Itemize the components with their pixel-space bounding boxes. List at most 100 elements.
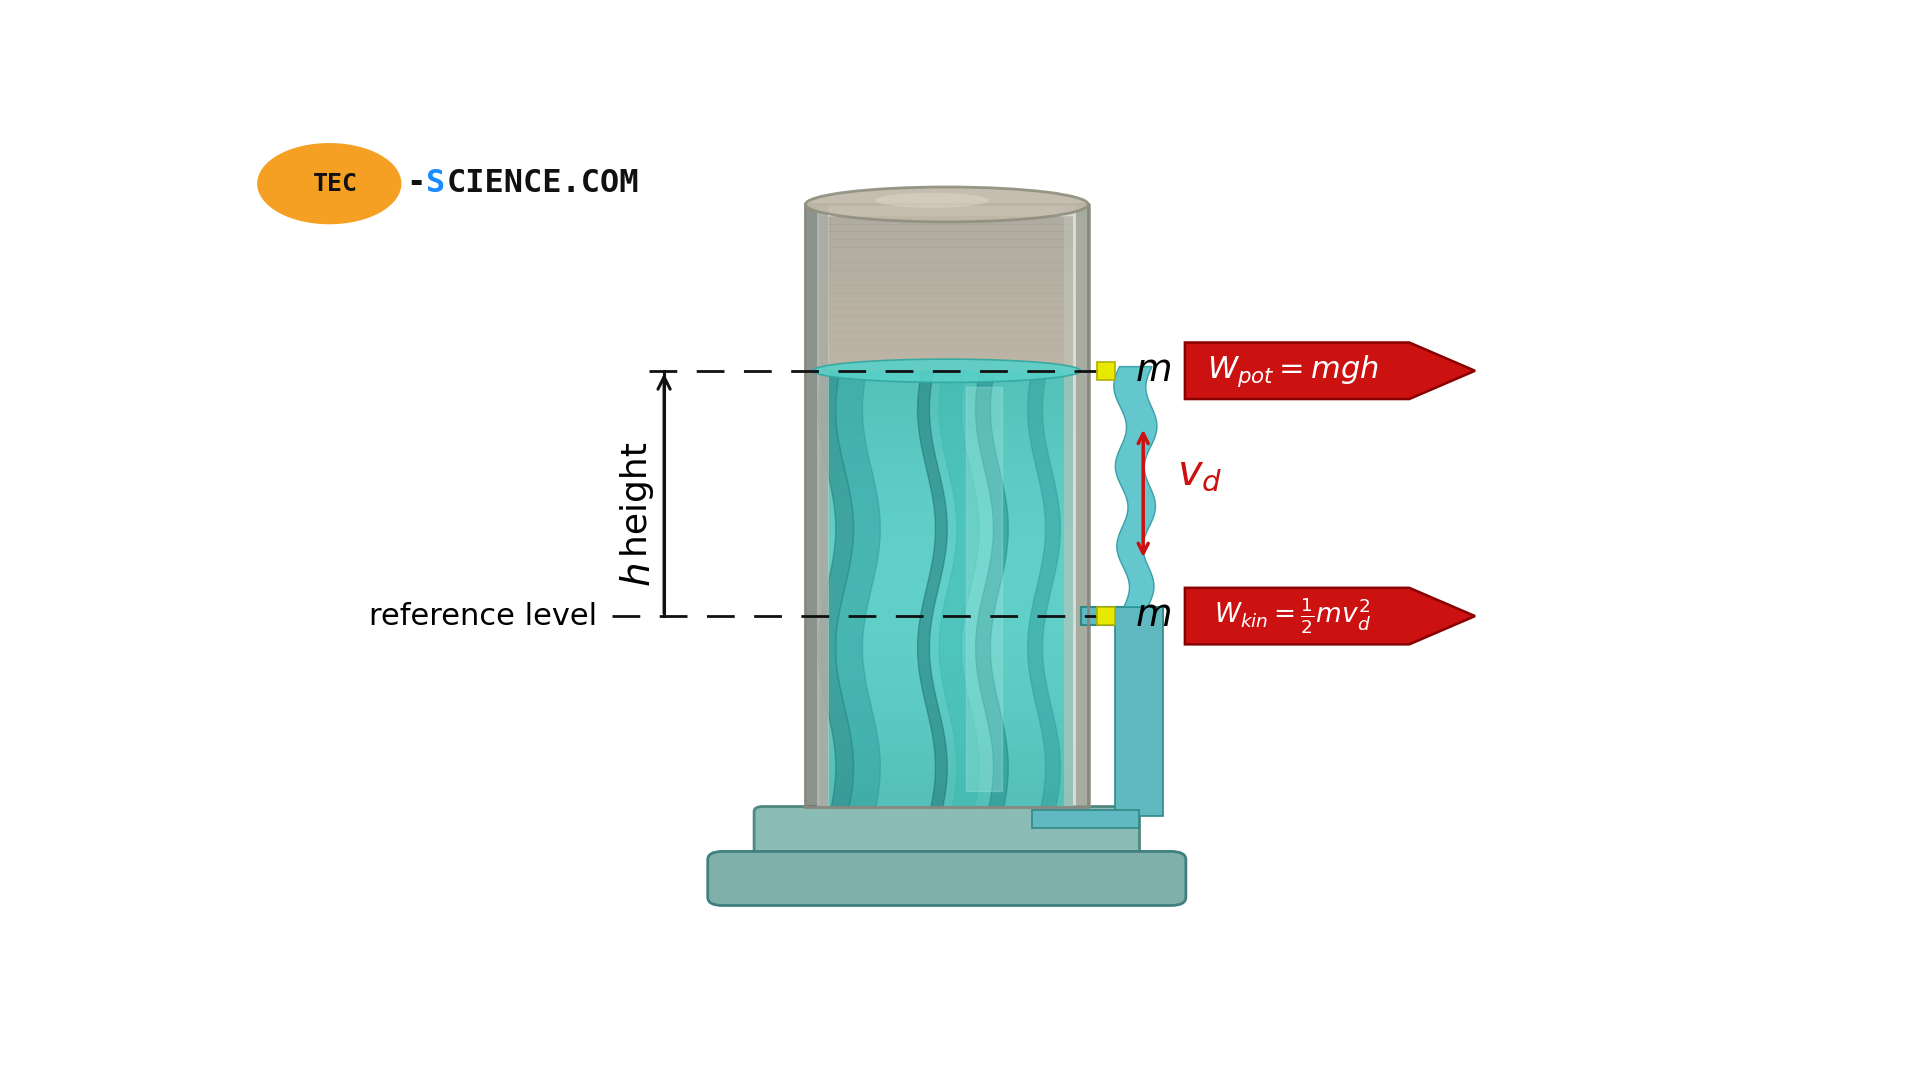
Bar — [820, 530, 1073, 538]
Bar — [820, 480, 1073, 487]
Text: -: - — [407, 168, 426, 199]
Bar — [820, 544, 1073, 553]
Text: S: S — [426, 168, 445, 199]
Bar — [820, 704, 1073, 713]
Polygon shape — [1185, 342, 1475, 399]
Ellipse shape — [806, 187, 1089, 221]
Text: m: m — [1137, 598, 1173, 634]
Bar — [820, 552, 1073, 559]
Bar — [820, 224, 1073, 232]
Bar — [820, 676, 1073, 684]
Bar — [820, 316, 1073, 325]
Bar — [820, 494, 1073, 502]
Bar — [820, 698, 1073, 705]
Bar — [820, 339, 1073, 348]
Bar — [820, 748, 1073, 756]
Bar — [820, 414, 1073, 421]
Bar — [820, 756, 1073, 764]
Bar — [820, 231, 1073, 240]
Bar — [820, 785, 1073, 793]
Bar — [820, 216, 1073, 225]
Bar — [820, 770, 1073, 779]
FancyBboxPatch shape — [708, 851, 1187, 905]
Bar — [820, 370, 1073, 378]
Bar — [820, 647, 1073, 654]
Bar — [820, 472, 1073, 480]
Text: reference level: reference level — [369, 602, 597, 631]
Bar — [820, 792, 1073, 800]
Bar — [1064, 204, 1077, 808]
Text: $W_{kin}=\frac{1}{2}mv_d^2$: $W_{kin}=\frac{1}{2}mv_d^2$ — [1213, 596, 1371, 636]
Bar — [820, 595, 1073, 604]
Bar — [820, 603, 1073, 611]
Bar — [820, 428, 1073, 436]
Bar — [806, 204, 828, 808]
Bar — [820, 457, 1073, 465]
Bar — [820, 632, 1073, 640]
Bar — [1116, 607, 1162, 815]
Circle shape — [257, 144, 401, 224]
Bar — [820, 639, 1073, 647]
Bar — [820, 523, 1073, 531]
Bar — [820, 712, 1073, 720]
Bar — [820, 362, 1073, 370]
Bar — [820, 741, 1073, 750]
Bar — [820, 450, 1073, 458]
Bar — [820, 421, 1073, 429]
Bar — [820, 270, 1073, 279]
Text: CIENCE.COM: CIENCE.COM — [447, 168, 639, 199]
Bar — [820, 509, 1073, 516]
Polygon shape — [1114, 366, 1158, 607]
Bar — [820, 324, 1073, 333]
Text: height: height — [620, 430, 655, 556]
Bar — [820, 690, 1073, 698]
Bar — [820, 618, 1073, 625]
Bar — [820, 653, 1073, 662]
Bar — [820, 683, 1073, 691]
Bar — [820, 309, 1073, 316]
Bar — [820, 661, 1073, 670]
Bar — [820, 300, 1073, 309]
Bar — [820, 285, 1073, 294]
Bar — [820, 669, 1073, 676]
Bar — [820, 247, 1073, 255]
Bar — [820, 354, 1073, 363]
Text: h: h — [618, 561, 657, 584]
Bar — [820, 537, 1073, 545]
Bar — [820, 559, 1073, 567]
Bar — [820, 719, 1073, 727]
Bar — [820, 406, 1073, 415]
Bar — [820, 217, 1073, 370]
Bar — [820, 733, 1073, 742]
Bar — [820, 377, 1073, 386]
Bar — [820, 610, 1073, 618]
Bar — [820, 255, 1073, 264]
Polygon shape — [1185, 588, 1475, 645]
Bar — [820, 347, 1073, 355]
Bar — [820, 435, 1073, 444]
FancyBboxPatch shape — [755, 807, 1139, 862]
Bar — [820, 566, 1073, 575]
Bar — [820, 581, 1073, 589]
Bar — [820, 486, 1073, 495]
Bar — [820, 778, 1073, 785]
Bar — [820, 799, 1073, 808]
Text: TEC: TEC — [313, 172, 357, 195]
Bar — [1081, 607, 1162, 625]
Bar — [820, 384, 1073, 393]
Bar — [820, 278, 1073, 286]
Bar — [820, 443, 1073, 450]
Bar — [820, 332, 1073, 340]
Text: m: m — [1137, 353, 1173, 389]
Bar — [820, 262, 1073, 271]
Bar — [820, 589, 1073, 596]
Bar — [820, 239, 1073, 247]
Text: $W_{pot}=mgh$: $W_{pot}=mgh$ — [1206, 353, 1379, 389]
Text: $\mathit{v_d}$: $\mathit{v_d}$ — [1177, 451, 1223, 494]
Bar — [806, 204, 1089, 808]
Bar — [820, 501, 1073, 509]
Bar — [820, 392, 1073, 400]
Bar — [820, 464, 1073, 473]
Bar — [820, 293, 1073, 301]
Bar — [820, 515, 1073, 524]
